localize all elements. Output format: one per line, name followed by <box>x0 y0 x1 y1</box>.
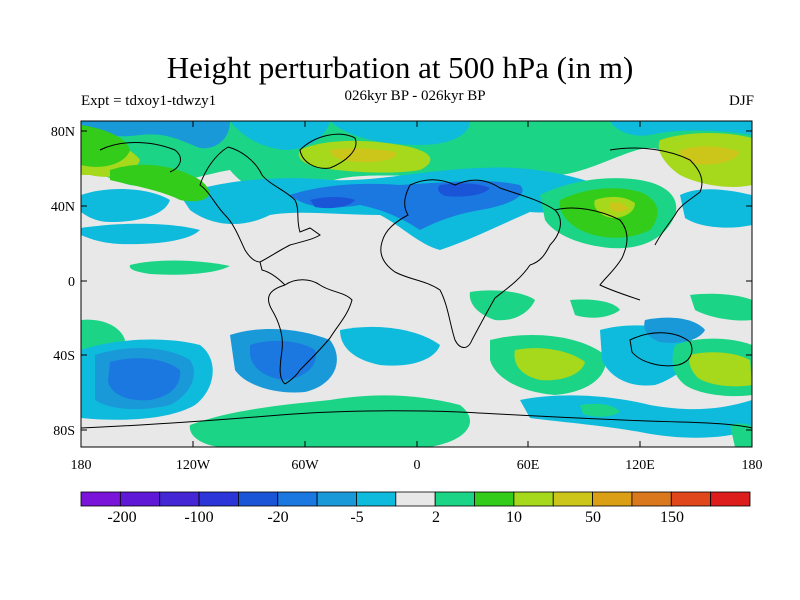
plot-title: Height perturbation at 500 hPa (in m) <box>166 50 634 85</box>
contour-fill <box>437 183 490 197</box>
colorbar-swatch <box>356 491 397 507</box>
y-tick-label: 40N <box>51 200 75 215</box>
colorbar-swatch <box>316 491 357 507</box>
contour-fill <box>230 121 330 150</box>
contour-fill <box>310 197 355 209</box>
contour-fill <box>680 189 752 228</box>
contour-fill <box>81 223 200 245</box>
colorbar-swatch <box>277 491 318 507</box>
colorbar-swatch <box>119 491 161 507</box>
contour-fill <box>81 125 130 167</box>
colorbar <box>80 491 751 507</box>
x-tick-label: 180 <box>71 458 92 473</box>
contour-fill <box>514 348 585 381</box>
x-tick-label: 180 <box>742 458 763 473</box>
colorbar-swatch <box>670 491 712 507</box>
colorbar-labels: -200 -100 -20 -5 2 10 50 150 <box>107 509 684 526</box>
contour-fill <box>189 395 470 447</box>
contour-fill <box>520 395 752 438</box>
x-tick-label: 120W <box>176 458 211 473</box>
y-tick-label: 40S <box>53 349 75 364</box>
contour-fill <box>469 290 535 321</box>
colorbar-label: 150 <box>660 509 684 526</box>
contour-fill <box>110 164 210 202</box>
contour-fill <box>81 121 230 149</box>
contour-fill <box>610 121 752 136</box>
colorbar-swatch <box>159 491 200 507</box>
contour-fill <box>730 423 752 447</box>
colorbar-label: -20 <box>267 509 288 526</box>
x-tick-label: 60E <box>517 458 540 473</box>
y-tick-label: 80S <box>53 424 75 439</box>
x-tick-label: 120E <box>625 458 655 473</box>
colorbar-label: -200 <box>107 509 136 526</box>
contour-fill <box>580 403 620 417</box>
coastlines <box>81 133 752 429</box>
colorbar-swatch <box>395 491 436 507</box>
colorbar-swatch <box>592 491 633 507</box>
colorbar-label: -5 <box>350 509 363 526</box>
x-tick-label: 0 <box>414 458 421 473</box>
contour-fill <box>340 326 440 366</box>
x-axis-ticks <box>80 121 753 447</box>
y-tick-label: 80N <box>51 125 75 140</box>
contour-fill <box>690 293 752 321</box>
contour-fill <box>679 146 740 165</box>
colorbar-swatch <box>238 491 279 507</box>
contour-fill <box>689 352 752 387</box>
season-label: DJF <box>728 93 754 109</box>
colorbar-swatch <box>474 491 515 507</box>
colorbar-label: 50 <box>585 509 601 526</box>
period-label: 026kyr BP - 026kyr BP <box>344 88 486 104</box>
contour-fill <box>129 260 230 275</box>
contour-fill <box>330 121 470 145</box>
colorbar-swatch <box>631 491 672 507</box>
contour-fill <box>644 317 705 343</box>
colorbar-swatch <box>552 491 593 507</box>
colorbar-swatch <box>513 491 554 507</box>
y-tick-labels: 80N 40N 0 40S 80S <box>51 125 75 439</box>
x-tick-labels: 180 120W 60W 0 60E 120E 180 <box>71 458 763 473</box>
colorbar-swatch <box>710 491 751 507</box>
contour-fill <box>610 202 628 212</box>
colorbar-label: 2 <box>432 509 440 526</box>
contour-fill <box>81 188 170 222</box>
colorbar-label: -100 <box>184 509 213 526</box>
x-tick-label: 60W <box>291 458 319 473</box>
contour-fill <box>570 299 620 318</box>
colorbar-label: 10 <box>506 509 522 526</box>
y-tick-label: 0 <box>68 275 75 290</box>
experiment-label: Expt = tdxoy1-tdwzy1 <box>81 93 217 109</box>
contour-fill <box>108 358 181 401</box>
colorbar-swatch <box>434 491 475 507</box>
colorbar-swatch <box>198 491 239 507</box>
y-axis-ticks <box>81 130 752 431</box>
colorbar-swatch <box>80 491 121 507</box>
